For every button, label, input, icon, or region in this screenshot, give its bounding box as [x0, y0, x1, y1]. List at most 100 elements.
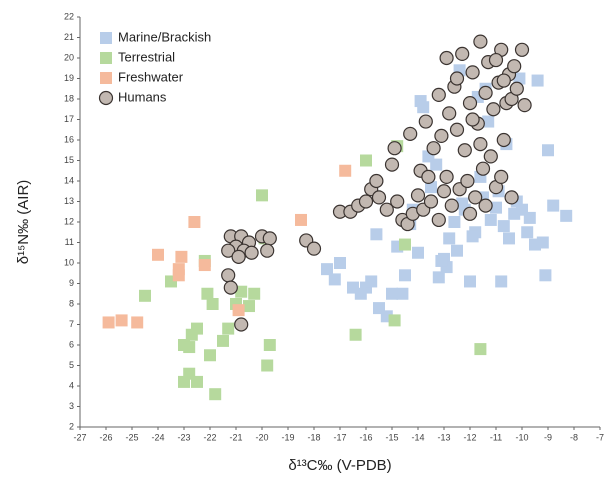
x-tick-label: -21	[229, 432, 242, 442]
x-tick-label: -16	[359, 432, 372, 442]
data-point	[517, 98, 532, 113]
data-point	[457, 143, 472, 158]
data-point	[235, 285, 248, 298]
data-point	[414, 95, 427, 108]
data-point	[379, 202, 394, 217]
data-point	[468, 190, 483, 205]
data-point	[360, 154, 372, 167]
x-tick-label: -7	[596, 432, 604, 442]
data-point	[390, 194, 405, 209]
data-point	[464, 275, 476, 288]
data-point	[418, 114, 433, 129]
data-point	[436, 184, 452, 199]
data-point	[221, 268, 236, 283]
y-tick-label: 17	[64, 114, 74, 124]
y-tick-label: 13	[64, 196, 74, 206]
data-point	[139, 289, 151, 302]
legend-marker	[100, 72, 112, 84]
data-point	[442, 106, 457, 121]
data-point	[542, 144, 554, 157]
data-point	[403, 126, 418, 141]
data-point	[371, 190, 387, 205]
data-point	[256, 189, 268, 202]
data-point	[496, 132, 511, 148]
data-point	[531, 74, 544, 87]
data-point	[369, 173, 384, 189]
data-point	[115, 314, 128, 327]
data-point	[328, 273, 341, 286]
data-point	[386, 287, 398, 300]
data-point	[261, 359, 274, 372]
data-point	[462, 95, 478, 111]
data-point	[131, 316, 144, 329]
data-point	[448, 216, 461, 228]
data-point	[206, 298, 219, 310]
data-point	[384, 157, 400, 172]
data-point	[460, 173, 475, 189]
x-tick-label: -11	[490, 432, 502, 442]
x-tick-label: -14	[411, 432, 424, 442]
data-point	[439, 50, 454, 66]
data-point	[455, 46, 470, 62]
data-point	[102, 316, 115, 329]
data-point	[339, 164, 352, 177]
y-tick-label: 5	[69, 360, 74, 370]
data-point	[496, 73, 511, 88]
data-point	[478, 198, 493, 213]
x-tick-label: -25	[125, 432, 138, 442]
data-point	[465, 65, 480, 80]
data-point	[430, 158, 443, 171]
x-tick-label: -9	[544, 432, 552, 442]
data-point	[513, 72, 526, 85]
data-point	[521, 226, 534, 239]
data-point	[358, 194, 374, 209]
data-point	[365, 275, 378, 288]
data-point	[486, 102, 501, 117]
x-tick-label: -12	[463, 432, 476, 442]
data-point	[306, 241, 322, 256]
legend-label: Humans	[118, 89, 167, 104]
data-point	[198, 259, 211, 272]
y-tick-label: 19	[64, 73, 74, 83]
data-point	[172, 269, 185, 282]
data-point	[560, 209, 573, 222]
data-point	[421, 169, 436, 184]
data-point	[334, 257, 346, 269]
legend-marker	[98, 90, 114, 106]
data-point	[232, 304, 245, 317]
data-point	[262, 231, 277, 246]
y-tick-label: 12	[64, 216, 74, 226]
y-tick-label: 2	[69, 421, 74, 431]
y-tick-label: 21	[64, 32, 74, 42]
data-point	[387, 141, 402, 156]
data-point	[222, 322, 235, 335]
y-tick-label: 22	[64, 11, 74, 21]
data-point	[451, 244, 463, 257]
data-point	[547, 199, 560, 212]
data-point	[244, 245, 259, 260]
data-point	[349, 328, 362, 341]
y-tick-label: 14	[64, 175, 74, 185]
data-point	[321, 263, 333, 276]
data-point	[488, 52, 504, 68]
y-tick-label: 8	[69, 298, 74, 308]
data-point	[183, 341, 196, 354]
x-tick-label: -10	[515, 432, 528, 442]
data-point	[478, 85, 493, 100]
data-point	[209, 388, 222, 401]
y-tick-label: 10	[64, 257, 74, 267]
data-point	[260, 243, 275, 258]
data-point	[399, 269, 411, 282]
data-point	[412, 246, 424, 259]
legend-label: Terrestrial	[118, 49, 175, 64]
legend-label: Freshwater	[118, 69, 184, 84]
y-tick-label: 6	[69, 339, 74, 349]
data-point	[175, 250, 188, 263]
data-point	[507, 59, 522, 74]
data-point	[465, 112, 480, 127]
x-tick-label: -18	[307, 432, 320, 442]
data-point	[444, 198, 459, 213]
data-point	[388, 314, 401, 327]
data-point	[191, 375, 203, 388]
